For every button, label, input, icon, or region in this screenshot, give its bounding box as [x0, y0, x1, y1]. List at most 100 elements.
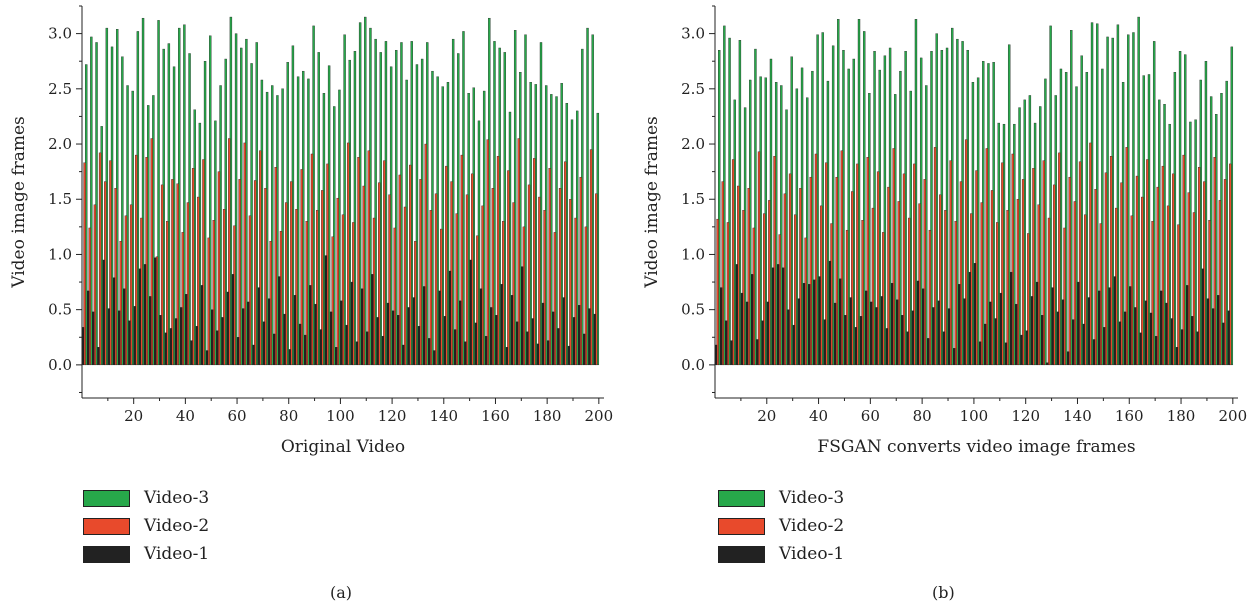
bar-video-2-195	[584, 226, 588, 366]
bar-video-1-197	[1222, 322, 1225, 366]
bar-video-3-161	[1132, 32, 1135, 366]
bar-video-2-71	[264, 188, 267, 366]
bar-video-1-91	[947, 308, 951, 366]
bar-video-2-157	[1120, 182, 1123, 366]
bar-video-1-45	[195, 326, 198, 366]
bar-video-2-187	[1197, 167, 1201, 366]
bar-video-1-31	[159, 315, 162, 366]
bar-video-1-115	[376, 317, 379, 366]
bar-video-2-33	[799, 188, 802, 366]
bar-video-2-151	[1104, 172, 1108, 366]
legend-swatch-video-1	[718, 545, 765, 563]
bar-video-1-7	[730, 340, 733, 366]
bar-video-1-3	[719, 287, 723, 366]
bar-video-3-113	[1007, 44, 1011, 366]
bar-video-1-35	[169, 328, 173, 366]
bar-video-1-123	[1030, 296, 1034, 366]
legend-label-video-1: Video-1	[779, 544, 845, 564]
bar-video-3-51	[847, 68, 850, 366]
bar-video-2-161	[496, 155, 500, 366]
x-tick-label: 200	[585, 407, 614, 425]
bar-video-1-193	[1211, 308, 1215, 366]
bar-video-2-121	[1027, 233, 1030, 366]
bar-video-2-197	[589, 149, 593, 366]
bar-video-1-97	[963, 298, 966, 366]
bar-video-1-9	[102, 259, 105, 366]
bar-video-1-31	[792, 324, 795, 366]
bar-video-2-119	[388, 194, 391, 366]
bar-video-1-85	[932, 307, 935, 366]
bar-video-2-167	[512, 202, 515, 366]
bar-video-2-61	[238, 179, 241, 366]
bar-video-1-167	[1144, 300, 1147, 366]
bar-video-3-195	[586, 27, 589, 366]
bar-video-2-81	[290, 181, 293, 366]
bar-video-2-69	[259, 150, 262, 366]
y-tick-label: 1.5	[681, 190, 705, 208]
bar-video-3-45	[831, 45, 835, 366]
bar-video-1-23	[771, 267, 775, 366]
x-tick-label: 100	[326, 407, 355, 425]
bar-video-1-131	[417, 326, 421, 366]
bar-video-2-63	[243, 142, 246, 366]
bar-video-2-123	[1032, 168, 1035, 366]
bar-video-1-43	[190, 340, 193, 366]
bar-video-1-57	[226, 291, 229, 366]
bar-video-1-195	[1217, 295, 1220, 366]
y-axis-label: Video image frames	[9, 116, 29, 289]
bar-video-3-5	[728, 37, 731, 366]
x-tick-label: 20	[757, 407, 776, 425]
bar-video-3-77	[281, 88, 284, 366]
bar-video-2-67	[887, 186, 890, 366]
bar-video-2-69	[892, 148, 895, 366]
bar-video-3-113	[374, 38, 377, 366]
bar-video-2-83	[295, 209, 298, 366]
bar-video-3-121	[395, 49, 398, 366]
bar-video-2-131	[1052, 184, 1056, 366]
bar-video-1-179	[541, 302, 545, 366]
bar-video-3-97	[333, 106, 336, 366]
bar-video-1-71	[262, 321, 266, 366]
bar-video-3-59	[234, 33, 238, 366]
bar-video-3-149	[1101, 68, 1104, 366]
bar-video-3-129	[1049, 25, 1052, 366]
bar-video-2-33	[166, 221, 169, 366]
bar-video-2-165	[507, 170, 510, 366]
legend-item-video-2: Video-2	[718, 512, 844, 540]
bar-video-2-141	[445, 165, 448, 366]
legend-item-video-1: Video-1	[83, 540, 209, 568]
bar-video-1-49	[205, 350, 209, 366]
x-tick-label: 120	[378, 407, 407, 425]
chart-a: 0.0 0.5 1.0 1.5 2.0 2.5 3.0 20 40 60 80 100 120 140 16…	[9, 5, 614, 457]
bar-video-2-177	[1172, 173, 1175, 366]
bar-video-2-157	[486, 139, 489, 366]
bar-video-3-29	[157, 20, 160, 366]
x-tick-label: 100	[960, 407, 989, 425]
legend-item-video-3: Video-3	[718, 484, 844, 512]
legend-swatch-video-3	[718, 489, 765, 507]
bar-video-1-139	[438, 290, 441, 366]
bar-video-2-1	[716, 218, 719, 366]
y-tick-label: 2.5	[48, 80, 72, 98]
bar-video-2-193	[579, 176, 582, 366]
bar-video-1-181	[1180, 329, 1184, 366]
bar-video-1-67	[885, 328, 889, 366]
bar-video-1-149	[1097, 290, 1101, 366]
bar-video-1-123	[397, 315, 400, 366]
bar-video-2-197	[1223, 179, 1227, 366]
bar-video-1-3	[86, 290, 90, 366]
bar-video-3-105	[353, 51, 357, 366]
bar-video-3-93	[956, 38, 959, 366]
bar-video-3-121	[1028, 95, 1032, 366]
bar-video-1-53	[849, 297, 852, 366]
legend-b: Video-3 Video-2 Video-1	[718, 484, 844, 568]
bar-video-2-47	[202, 159, 205, 366]
bar-video-2-149	[465, 194, 469, 366]
bar-video-2-115	[1011, 153, 1014, 366]
bar-video-1-21	[766, 301, 769, 366]
bar-video-2-87	[305, 221, 309, 366]
bar-video-1-181	[546, 340, 550, 366]
bar-video-2-75	[907, 217, 911, 366]
bar-video-1-173	[1160, 290, 1163, 366]
bar-video-1-193	[577, 305, 581, 366]
